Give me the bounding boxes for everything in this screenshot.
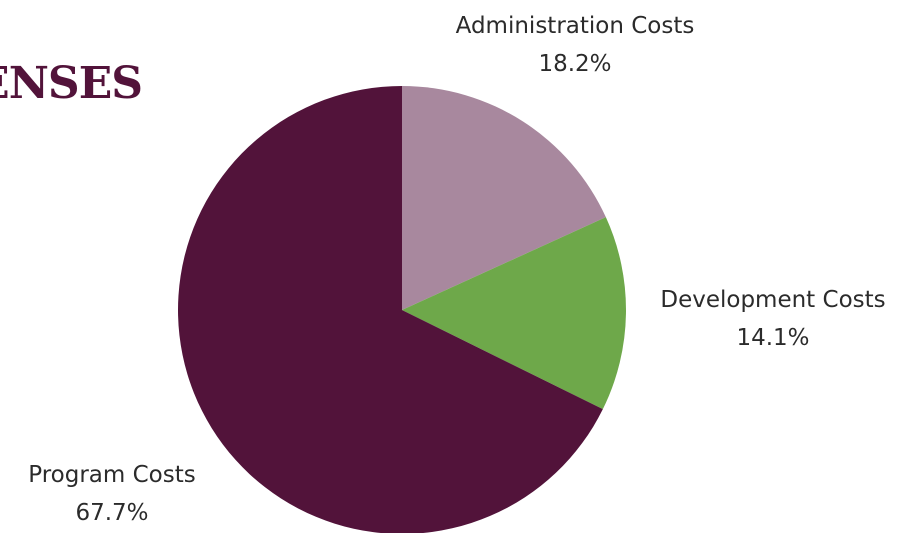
page-heading: ENSES — [0, 58, 143, 109]
pie-slice-program-costs — [178, 86, 603, 533]
slice-value-label: 67.7% — [75, 500, 148, 526]
pie-slice-development-costs — [402, 217, 626, 410]
slice-label: Administration Costs — [456, 13, 695, 39]
heading-clip: ENSES — [0, 58, 160, 118]
pie-slice-administration-costs — [402, 86, 606, 310]
slice-label: Program Costs — [28, 462, 195, 488]
slice-value-label: 14.1% — [736, 325, 809, 351]
slice-value-label: 18.2% — [538, 51, 611, 77]
pie-labels: Administration Costs 18.2% Development Cos… — [28, 13, 885, 526]
pie-slices — [178, 86, 626, 533]
slice-label: Development Costs — [660, 287, 885, 313]
